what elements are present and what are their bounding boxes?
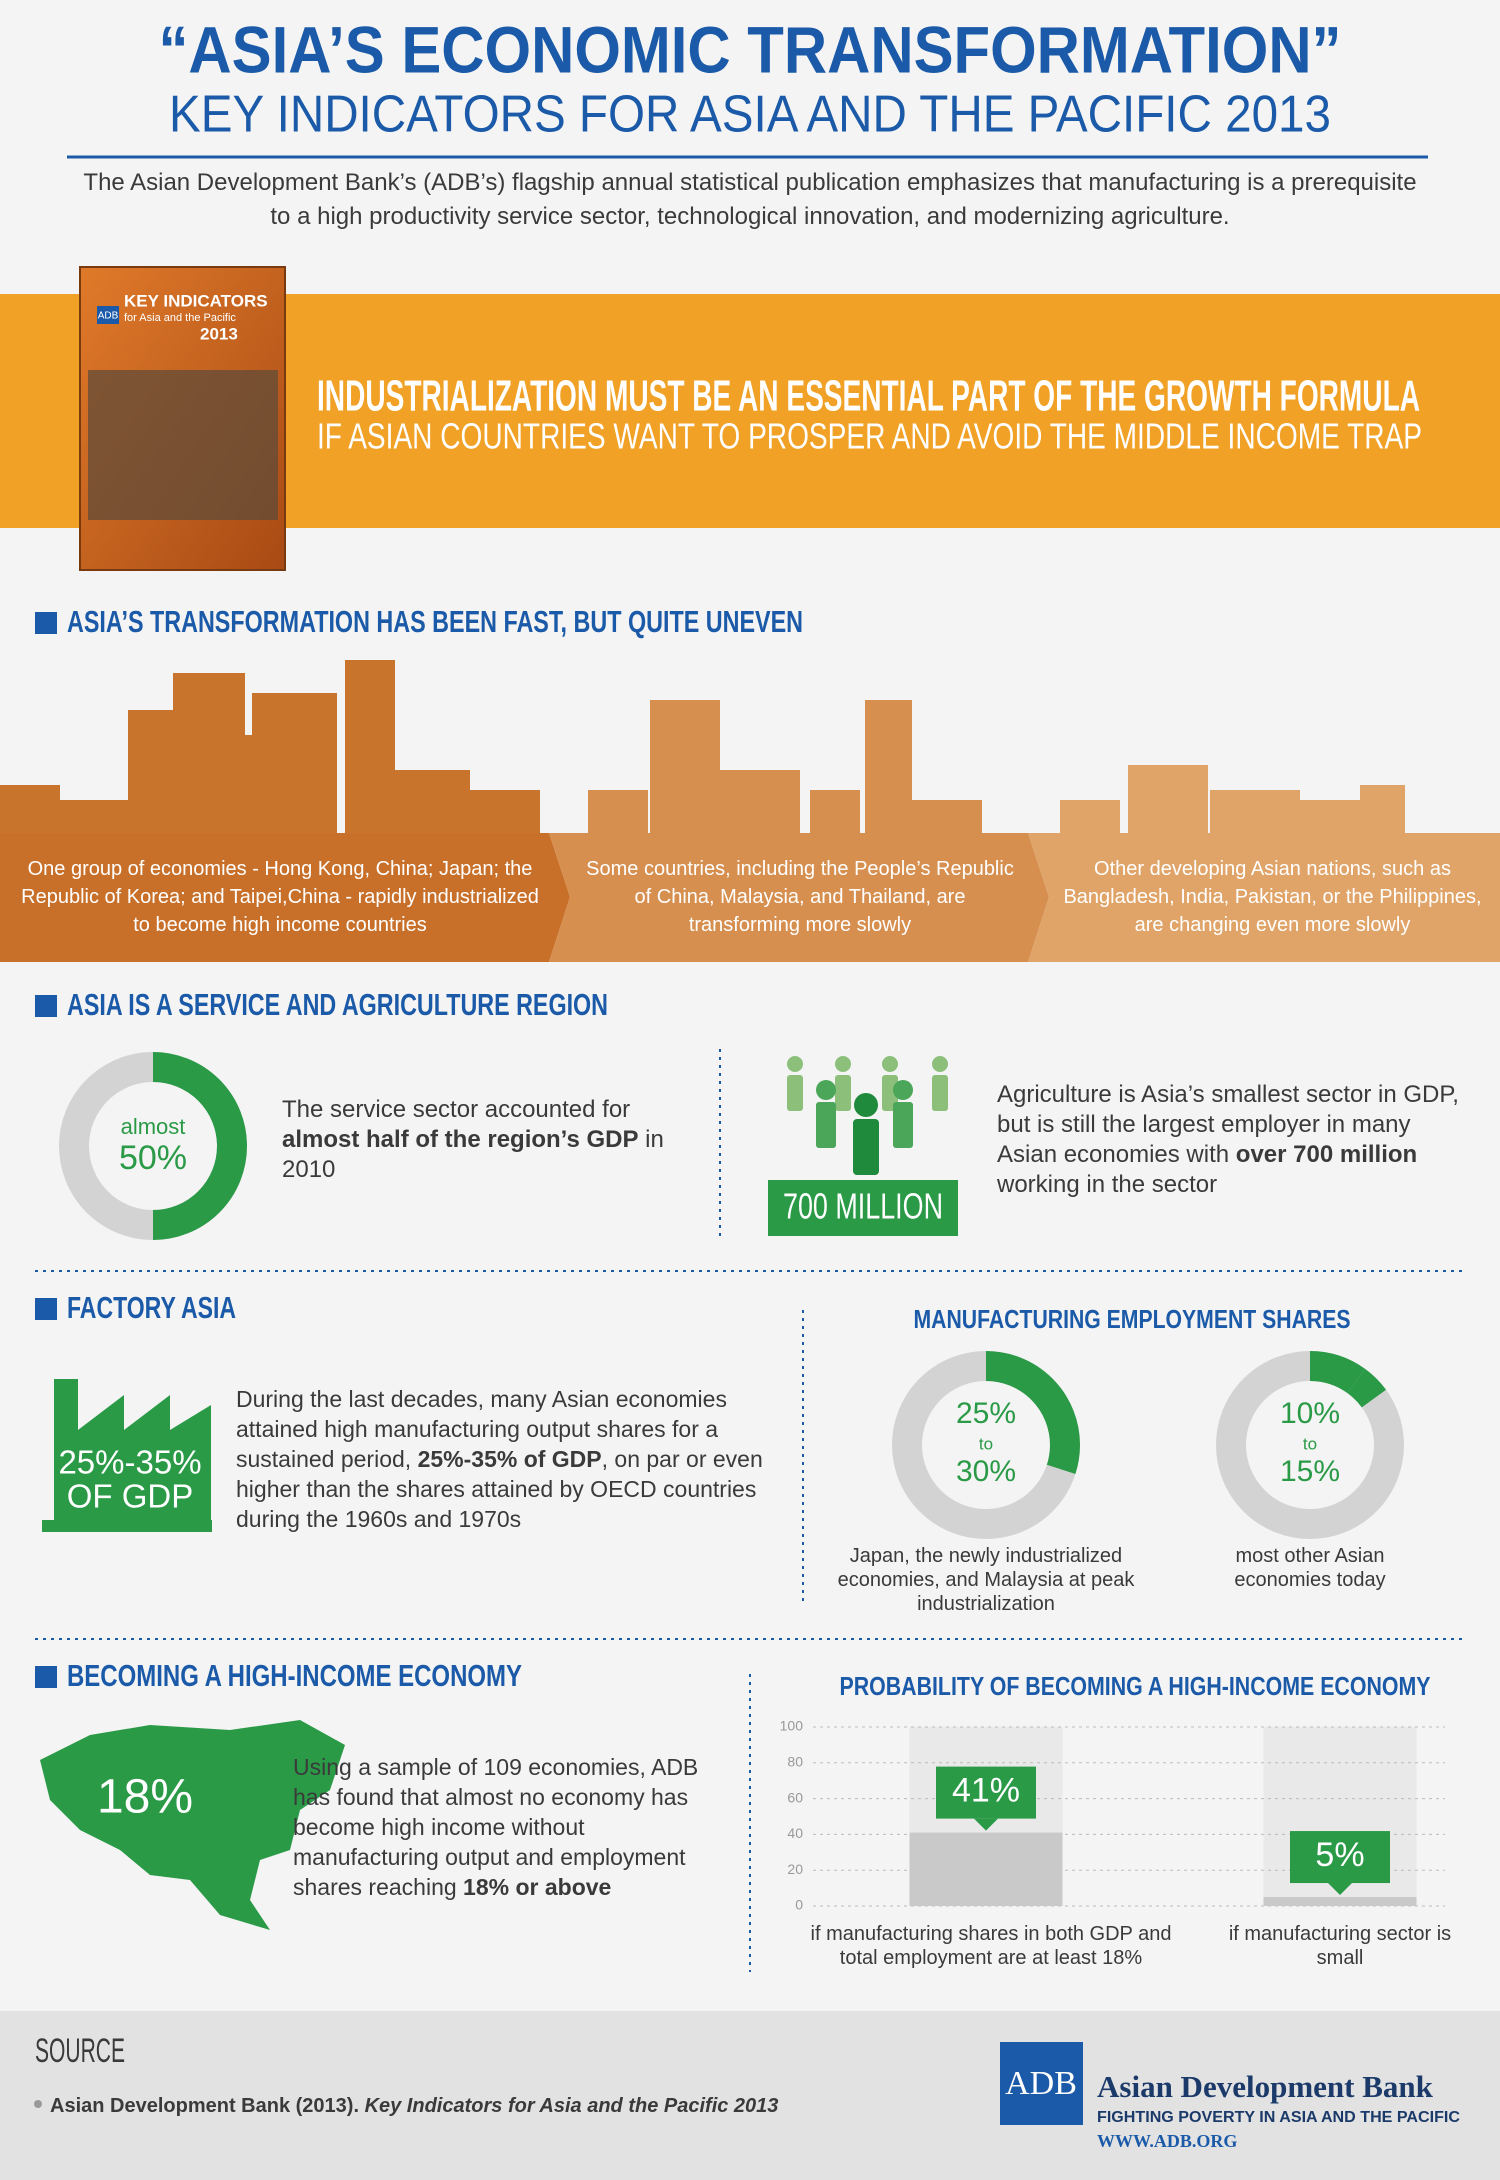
donut-caption: most other Asian economies today <box>1234 1545 1386 1591</box>
logo-box <box>1000 2042 1083 2125</box>
donut-caption: Japan, the newly industrialized economie… <box>837 1545 1135 1615</box>
logo: ADB <box>1005 2065 1077 2102</box>
book-title: KEY INDICATORS <box>124 291 268 310</box>
group-text: Other developing Asian nations, such as … <box>1063 858 1482 936</box>
y-tick-label: 100 <box>780 1718 804 1734</box>
text: working in the sector <box>997 1171 1218 1198</box>
value-label: 5% <box>1315 1836 1364 1874</box>
badge <box>768 1180 958 1236</box>
factory-base <box>42 1520 212 1532</box>
donut-arc <box>1347 1368 1387 1408</box>
y-tick-label: 40 <box>787 1825 803 1841</box>
factory-icon <box>42 1379 211 1532</box>
section-heading: ASIA IS A SERVICE AND AGRICULTURE REGION <box>67 987 608 1022</box>
section-heading: ASIA’S TRANSFORMATION HAS BEEN FAST, BUT… <box>67 604 803 639</box>
people-icons <box>787 1056 948 1175</box>
x-category-label: if manufacturing sector is small <box>1228 1923 1452 1969</box>
text: Agriculture is Asia’s smallest sector in… <box>997 1081 1459 1168</box>
subtitle: KEY INDICATORS FOR ASIA AND THE PACIFIC … <box>169 86 1331 144</box>
donut-arc <box>1309 1351 1366 1394</box>
footer-band <box>0 2011 1500 2180</box>
chart-title: PROBABILITY OF BECOMING A HIGH-INCOME EC… <box>840 1671 1431 1701</box>
factory-label: OF GDP <box>67 1478 194 1515</box>
url: WWW.ADB.ORG <box>1097 2131 1237 2151</box>
source-heading: SOURCE <box>35 2032 125 2070</box>
income-text: Using a sample of 109 economies, ADB has… <box>293 1752 733 1902</box>
book-photo <box>88 370 278 520</box>
text: , on par or even higher than the shares … <box>236 1446 763 1532</box>
text-bold: over 700 million <box>1235 1141 1418 1168</box>
factory-label: 25%-35% <box>58 1444 201 1481</box>
text-bold: 18% or above <box>463 1874 612 1900</box>
intro: The Asian Development Bank’s (ADB’s) fla… <box>83 169 1417 230</box>
section-heading: BECOMING A HIGH-INCOME ECONOMY <box>67 1658 522 1693</box>
value-label-pointer <box>974 1818 998 1831</box>
value-label-box <box>936 1766 1036 1819</box>
text: The service sector accounted for <box>282 1096 631 1123</box>
donut-value: 25% <box>956 1397 1016 1430</box>
bullet <box>34 2100 42 2108</box>
org-name: Asian Development Bank <box>1097 2069 1434 2104</box>
donut-arc <box>985 1351 1080 1446</box>
banner-subline: IF ASIAN COUNTRIES WANT TO PROSPER AND A… <box>317 416 1422 457</box>
value-label-box <box>1290 1831 1390 1884</box>
book-logo <box>97 306 119 324</box>
badge-text: 700 MILLION <box>783 1186 943 1227</box>
heading-marker <box>35 612 57 634</box>
skyline-2 <box>588 700 982 833</box>
text: During the last decades, many Asian econ… <box>236 1386 727 1472</box>
y-tick-label: 80 <box>787 1754 803 1770</box>
tagline: FIGHTING POVERTY IN ASIA AND THE PACIFIC <box>1097 2109 1460 2126</box>
book-brand: ADB <box>98 311 119 322</box>
donut-joiner: to <box>1303 1434 1317 1453</box>
asia-map <box>40 1720 345 1930</box>
donut-value: 50% <box>119 1139 187 1177</box>
title: “ASIA’S ECONOMIC TRANSFORMATION” <box>159 12 1342 86</box>
donut-value: 15% <box>1280 1455 1340 1488</box>
section-heading: FACTORY ASIA <box>67 1290 236 1325</box>
bar <box>1263 1897 1417 1906</box>
book-year: 2013 <box>200 324 238 343</box>
donut-arc <box>152 1052 247 1240</box>
heading-marker <box>35 1666 57 1688</box>
group-text: Some countries, including the People’s R… <box>586 858 1014 936</box>
group-box <box>549 833 1049 962</box>
source-citation: Asian Development Bank (2013). Key Indic… <box>50 2091 950 2121</box>
text-bold: almost half of the region’s GDP <box>282 1126 639 1153</box>
donut-joiner: to <box>979 1434 993 1453</box>
book-subtitle: for Asia and the Pacific <box>124 312 236 324</box>
value-label: 41% <box>952 1772 1020 1810</box>
text: Asian Development Bank (2013). <box>50 2095 359 2117</box>
service-text: The service sector accounted for almost … <box>282 1095 682 1185</box>
text: in 2010 <box>282 1126 664 1183</box>
text-bold: 25%-35% of GDP <box>417 1446 602 1472</box>
donut-value: 10% <box>1280 1397 1340 1430</box>
skyline-3 <box>1060 765 1405 833</box>
y-tick-label: 0 <box>795 1897 803 1913</box>
heading-marker <box>35 1298 57 1320</box>
group-box <box>1028 833 1500 962</box>
y-tick-label: 60 <box>787 1789 803 1805</box>
chart-title: MANUFACTURING EMPLOYMENT SHARES <box>914 1304 1351 1334</box>
y-tick-label: 20 <box>787 1861 803 1877</box>
agriculture-text: Agriculture is Asia’s smallest sector in… <box>997 1080 1467 1200</box>
group-text: One group of economies - Hong Kong, Chin… <box>21 858 539 936</box>
bar <box>909 1832 1063 1906</box>
donut-arc <box>1046 1444 1080 1475</box>
donut-value: 30% <box>956 1455 1016 1488</box>
text: Using a sample of 109 economies, ADB has… <box>293 1754 699 1900</box>
text-italic: Key Indicators for Asia and the Pacific … <box>364 2095 779 2117</box>
map-label: 18% <box>97 1771 193 1824</box>
value-label-pointer <box>1328 1883 1352 1896</box>
donut-qualifier: almost <box>121 1114 186 1139</box>
banner-headline: INDUSTRIALIZATION MUST BE AN ESSENTIAL P… <box>317 372 1420 421</box>
group-box <box>0 833 570 962</box>
x-category-label: if manufacturing shares in both GDP and … <box>810 1923 1172 1969</box>
skyline-1 <box>0 660 540 833</box>
heading-marker <box>35 995 57 1017</box>
factory-text: During the last decades, many Asian econ… <box>236 1384 766 1534</box>
